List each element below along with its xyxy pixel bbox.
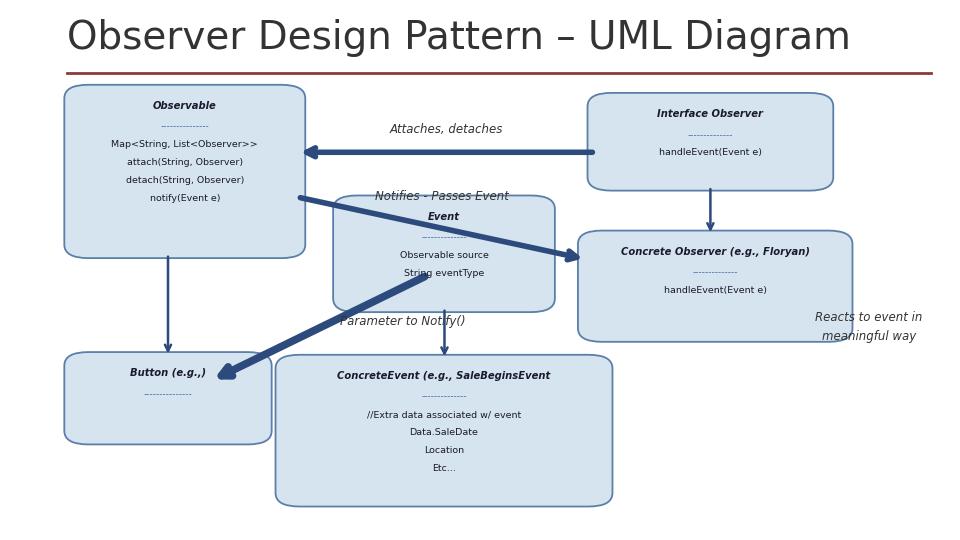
Text: String eventType: String eventType (404, 269, 484, 278)
Text: Event: Event (428, 212, 460, 222)
Text: notify(Event e): notify(Event e) (150, 194, 220, 203)
Text: --------------: -------------- (421, 393, 467, 402)
FancyBboxPatch shape (333, 195, 555, 312)
Text: Interface Observer: Interface Observer (658, 109, 763, 119)
FancyBboxPatch shape (578, 231, 852, 342)
Text: ---------------: --------------- (144, 390, 192, 399)
FancyBboxPatch shape (276, 355, 612, 507)
Text: Observer Design Pattern – UML Diagram: Observer Design Pattern – UML Diagram (67, 19, 852, 57)
Text: Notifies - Passes Event: Notifies - Passes Event (374, 190, 509, 202)
Text: detach(String, Observer): detach(String, Observer) (126, 176, 244, 185)
Text: Observable source: Observable source (399, 251, 489, 260)
Text: handleEvent(Event e): handleEvent(Event e) (659, 148, 762, 158)
FancyBboxPatch shape (588, 93, 833, 191)
Text: Reacts to event in
meaningful way: Reacts to event in meaningful way (815, 310, 923, 343)
Text: Concrete Observer (e.g., Floryan): Concrete Observer (e.g., Floryan) (621, 247, 809, 257)
Text: --------------: -------------- (421, 233, 467, 242)
Text: handleEvent(Event e): handleEvent(Event e) (663, 286, 767, 295)
Text: Map<String, List<Observer>>: Map<String, List<Observer>> (111, 140, 258, 150)
FancyBboxPatch shape (64, 85, 305, 258)
Text: --------------: -------------- (692, 268, 738, 278)
Text: Observable: Observable (153, 101, 217, 111)
Text: Attaches, detaches: Attaches, detaches (390, 123, 503, 136)
FancyBboxPatch shape (64, 352, 272, 444)
Text: //Extra data associated w/ event: //Extra data associated w/ event (367, 410, 521, 420)
Text: Parameter to Notify(): Parameter to Notify() (341, 315, 466, 328)
Text: Data.SaleDate: Data.SaleDate (410, 428, 478, 437)
Text: Etc...: Etc... (432, 464, 456, 473)
Text: Location: Location (424, 446, 464, 455)
Text: Button (e.g.,): Button (e.g.,) (130, 368, 206, 379)
Text: ConcreteEvent (e.g., SaleBeginsEvent: ConcreteEvent (e.g., SaleBeginsEvent (337, 371, 551, 381)
Text: ---------------: --------------- (160, 123, 209, 132)
Text: attach(String, Observer): attach(String, Observer) (127, 158, 243, 167)
Text: --------------: -------------- (687, 131, 733, 140)
